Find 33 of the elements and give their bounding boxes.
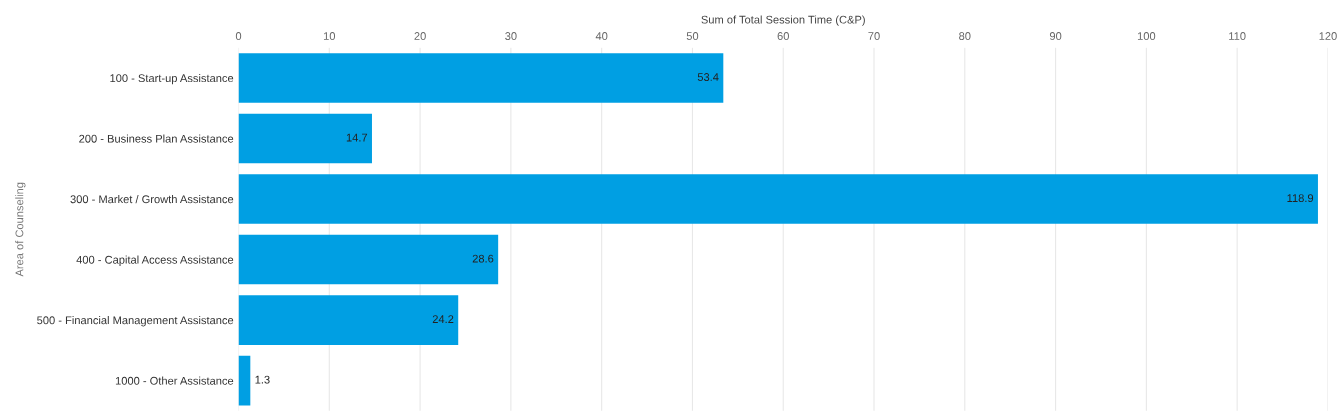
x-tick-label: 60 [777,32,789,40]
x-tick-label: 20 [414,32,426,40]
data-label: 28.6 [472,254,494,263]
x-tick-label: 10 [323,32,336,40]
bar [238,174,1318,224]
x-tick-label: 70 [868,32,880,40]
x-tick-label: 0 [235,32,242,40]
bar [238,234,499,285]
y-tick-label: 500 - Financial Management Assistance [37,316,234,327]
y-tick-label: 400 - Capital Access Assistance [76,255,234,266]
x-tick-label: 40 [595,32,608,40]
data-label: 24.2 [432,315,454,323]
x-tick-label: 80 [959,32,971,40]
y-tick-label: 300 - Market / Growth Assistance [70,195,234,204]
bar [238,53,724,103]
bar [238,295,459,345]
data-label: 118.9 [1287,194,1314,203]
x-tick-label: 120 [1319,32,1337,40]
y-tick-label: 1000 - Other Assistance [115,376,234,385]
data-label: 53.4 [697,73,719,81]
y-axis-title: Area of Counseling [15,182,26,277]
bar [238,113,372,164]
y-tick-label: 200 - Business Plan Assistance [79,134,234,143]
y-tick-label: 100 - Start-up Assistance [110,73,234,85]
data-label: 14.7 [346,133,368,142]
x-tick-label: 50 [686,32,699,40]
data-label: 1.3 [255,375,270,384]
x-axis-title: Sum of Total Session Time (C&P) [701,15,865,26]
x-tick-label: 110 [1229,32,1246,40]
x-tick-label: 90 [1049,32,1062,40]
bar [238,355,251,406]
x-tick-label: 100 [1137,32,1156,40]
x-tick-label: 30 [505,32,517,40]
